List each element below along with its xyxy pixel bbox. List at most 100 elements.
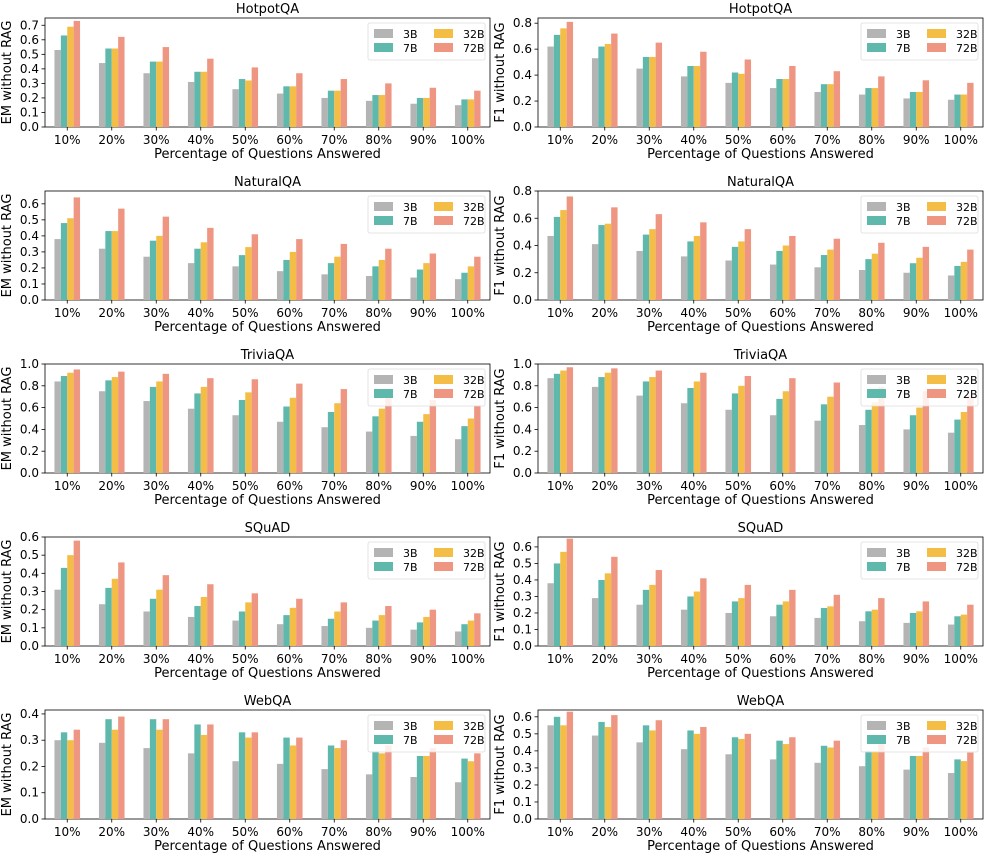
legend-label-7b: 7B	[403, 561, 418, 574]
bar-32b-30pct	[649, 584, 656, 646]
x-tick-label: 80%	[365, 825, 392, 839]
legend-swatch-32b	[927, 721, 946, 730]
bar-72b-60pct	[789, 589, 796, 646]
bar-72b-60pct	[296, 737, 303, 819]
bar-32b-50pct	[738, 738, 745, 819]
bar-32b-40pct	[200, 71, 208, 127]
bar-3b-10pct	[547, 725, 554, 819]
bar-7b-70pct	[820, 745, 828, 819]
legend-swatch-32b	[927, 202, 946, 211]
bar-32b-60pct	[782, 245, 790, 300]
bar-7b-60pct	[283, 259, 290, 300]
bar-7b-20pct	[105, 719, 112, 819]
bar-72b-50pct	[251, 234, 259, 300]
x-tick-label: 50%	[725, 652, 752, 666]
bar-32b-50pct	[245, 392, 252, 473]
bar-7b-20pct	[598, 46, 605, 127]
x-tick-label: 60%	[276, 652, 303, 666]
bar-72b-40pct	[700, 372, 707, 473]
bar-7b-10pct	[60, 732, 68, 819]
x-tick-label: 60%	[769, 479, 796, 493]
x-tick-label: 40%	[680, 825, 707, 839]
x-tick-label: 10%	[547, 652, 574, 666]
bar-3b-20pct	[591, 58, 599, 128]
axes-frame	[537, 363, 984, 474]
y-axis-label: EM without RAG	[0, 21, 15, 125]
y-tick-label: 0.1	[513, 795, 532, 809]
bar-32b-100pct	[960, 761, 968, 819]
bar-7b-10pct	[60, 223, 68, 300]
y-tick-label: 0.4	[20, 707, 39, 721]
bar-3b-50pct	[232, 89, 239, 127]
bar-3b-70pct	[321, 97, 328, 127]
bar-32b-20pct	[111, 578, 119, 646]
y-tick-label: 0.5	[513, 727, 532, 741]
bar-32b-90pct	[423, 97, 430, 127]
bar-3b-30pct	[143, 73, 150, 127]
y-tick-label: 0.3	[20, 245, 39, 259]
subplot-webqa-f1: WebQA 0.0 0.1 0.2 0.3 0.4 0.5 0.6 F1 without RAG…	[493, 694, 984, 854]
bar-72b-50pct	[251, 593, 259, 646]
bar-32b-10pct	[67, 26, 74, 127]
bar-32b-80pct	[378, 615, 386, 646]
legend-label-32b: 32B	[463, 374, 485, 387]
bar-7b-100pct	[461, 758, 468, 819]
subplot-title: NaturalQA	[234, 175, 301, 190]
x-tick-label: 30%	[636, 825, 663, 839]
bar-3b-100pct	[454, 631, 462, 646]
bar-7b-50pct	[731, 737, 739, 819]
bar-72b-10pct	[73, 20, 81, 127]
bar-7b-20pct	[598, 377, 605, 473]
bar-3b-50pct	[232, 761, 239, 819]
bar-3b-90pct	[410, 435, 417, 473]
subplot-title: TriviaQA	[240, 348, 294, 363]
bar-3b-60pct	[276, 93, 284, 127]
bar-72b-50pct	[251, 379, 259, 473]
bar-3b-40pct	[187, 263, 195, 300]
bar-32b-20pct	[111, 377, 119, 473]
bar-32b-60pct	[289, 251, 297, 300]
bar-7b-60pct	[283, 86, 290, 127]
legend-swatch-72b	[927, 389, 946, 398]
bar-3b-70pct	[814, 267, 821, 300]
bar-72b-80pct	[385, 606, 392, 646]
bar-7b-80pct	[865, 409, 872, 473]
bar-32b-10pct	[560, 725, 567, 819]
y-axis-label: F1 without RAG	[493, 195, 508, 295]
bar-32b-40pct	[200, 386, 208, 473]
bar-72b-40pct	[700, 222, 707, 300]
bar-7b-90pct	[909, 263, 917, 300]
bar-32b-60pct	[782, 744, 790, 819]
bar-3b-30pct	[636, 250, 643, 300]
x-tick-label: 70%	[321, 825, 348, 839]
legend-label-32b: 32B	[463, 547, 485, 560]
y-axis-label: F1 without RAG	[493, 22, 508, 122]
bar-7b-40pct	[687, 241, 694, 300]
bar-32b-90pct	[916, 407, 923, 473]
bar-7b-90pct	[416, 755, 424, 819]
bar-3b-20pct	[98, 391, 106, 473]
bar-3b-30pct	[143, 611, 150, 646]
bar-7b-40pct	[194, 393, 201, 473]
bar-7b-20pct	[105, 48, 112, 127]
bar-3b-70pct	[814, 762, 821, 819]
bar-3b-10pct	[547, 46, 554, 127]
y-tick-label: 0.5	[20, 548, 39, 562]
legend-label-72b: 72B	[463, 561, 485, 574]
bar-32b-100pct	[467, 418, 475, 473]
bar-72b-90pct	[429, 87, 437, 127]
bar-3b-60pct	[276, 421, 284, 473]
y-tick-label: 1.0	[513, 357, 532, 371]
bar-7b-40pct	[194, 71, 201, 127]
bar-7b-10pct	[553, 563, 561, 646]
x-tick-label: 80%	[858, 825, 885, 839]
bar-3b-60pct	[276, 763, 284, 819]
bar-3b-80pct	[365, 100, 373, 127]
bar-3b-60pct	[769, 616, 777, 646]
bar-32b-10pct	[560, 551, 567, 646]
bar-32b-20pct	[111, 729, 119, 819]
y-tick-label: 0.6	[20, 530, 39, 544]
bar-3b-90pct	[903, 98, 910, 127]
